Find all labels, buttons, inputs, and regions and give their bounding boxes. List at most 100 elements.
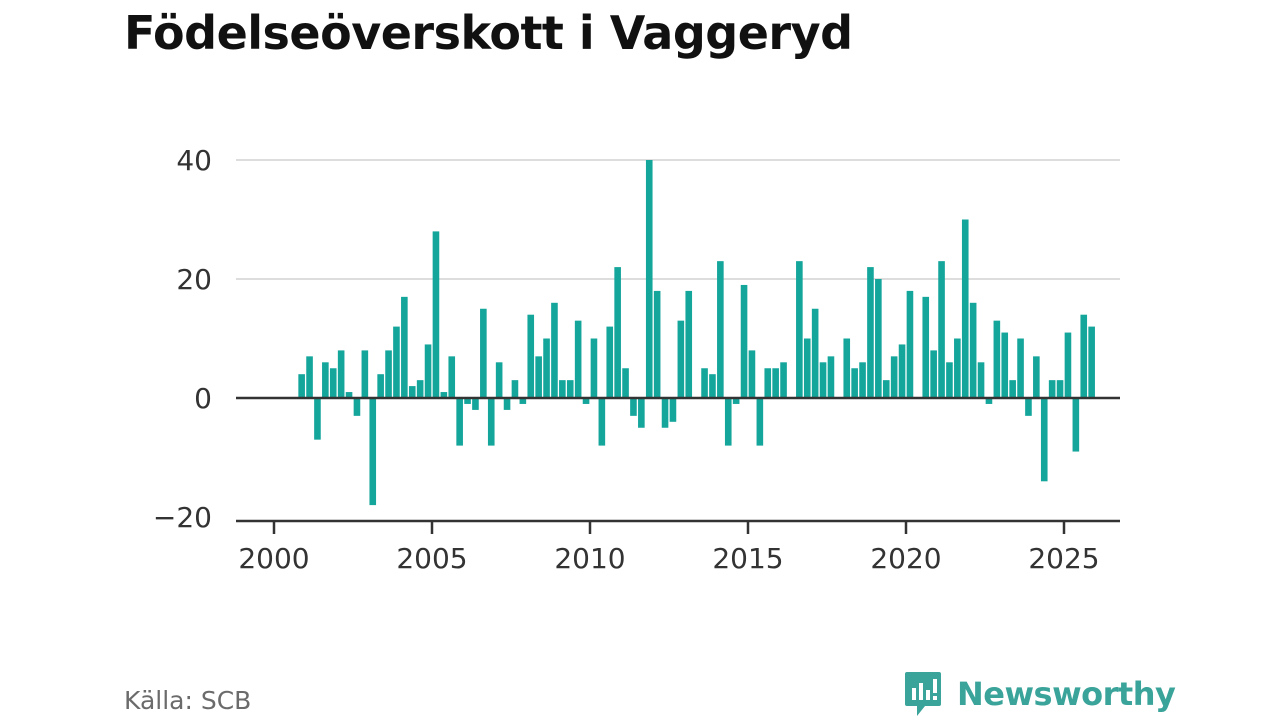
bar [701,368,708,398]
bar [938,261,945,398]
bar [961,219,969,398]
bar [543,338,550,398]
bar [559,380,566,398]
bar [369,398,377,506]
bar [472,398,479,410]
x-axis: 2000 2005 2010 2015 2020 2025 [238,521,1100,575]
bar [645,160,653,398]
bar [322,362,329,398]
bar [1033,356,1040,398]
bar [551,302,558,398]
bar [440,392,448,398]
bar [487,398,495,446]
bar [685,290,693,398]
bar [669,398,677,422]
bar [622,368,629,398]
bar [480,308,487,398]
bar [456,398,463,446]
bar [1048,380,1056,398]
x-tick-label: 2020 [870,542,941,575]
bar [574,320,582,398]
bar [1017,338,1024,398]
bar [630,398,637,416]
bar [803,338,811,398]
bar [1001,332,1009,398]
bar [1056,380,1064,398]
bar [614,267,621,398]
bar [661,398,669,428]
y-tick-label: 40 [176,144,212,177]
bar [709,374,716,398]
bar [503,398,511,410]
bar [1080,314,1088,398]
bar [606,326,614,398]
bar [756,398,764,446]
brand-logo[interactable]: Newsworthy [903,670,1176,718]
bar [890,356,898,398]
x-tick-label: 2000 [238,542,309,575]
bar [993,320,1001,398]
bar [851,368,858,398]
bar [464,398,471,404]
bar [740,284,748,398]
bar [582,398,590,404]
bar [298,374,305,398]
y-tick-label: −20 [153,501,212,534]
y-tick-label: 20 [176,263,212,296]
bar [535,356,542,398]
chart-title: Födelseöverskott i Vaggeryd [124,6,853,60]
bar [906,290,914,398]
brand-name: Newsworthy [957,675,1176,713]
bar [401,296,408,398]
bar [527,314,535,398]
bar [653,290,661,398]
bar [377,374,384,398]
bar [748,350,756,398]
bar [1072,398,1080,452]
bar [432,231,440,398]
y-tick-label: 0 [194,382,212,415]
bar [969,302,977,398]
bar [448,356,456,398]
bar [1040,398,1048,482]
bar [930,350,937,398]
bar [875,279,882,398]
bar [329,368,337,398]
bar [977,362,985,398]
bar [495,362,503,398]
bar [922,296,930,398]
bar [566,380,574,398]
bar [954,338,961,398]
bar [843,338,851,398]
bar [393,326,400,398]
bar [819,362,827,398]
bar [1088,326,1095,398]
bar [796,261,803,398]
bar [946,362,953,398]
bar [985,398,993,404]
bar [859,362,866,398]
bars [298,160,1095,506]
bar [1025,398,1032,416]
bar [361,350,369,398]
bar [772,368,779,398]
bar [314,398,321,440]
bar [345,392,353,398]
bar [511,380,519,398]
x-tick-label: 2005 [396,542,467,575]
bar [519,398,527,404]
bar [385,350,392,398]
bar [1064,332,1072,398]
bar [306,356,313,398]
bar [764,368,772,398]
bar [717,261,724,398]
bar [811,308,819,398]
bar [638,398,645,428]
bar [882,380,890,398]
bar [590,338,598,398]
bar [353,398,361,416]
bar [416,380,424,398]
bar [424,344,432,398]
bar [732,398,740,404]
